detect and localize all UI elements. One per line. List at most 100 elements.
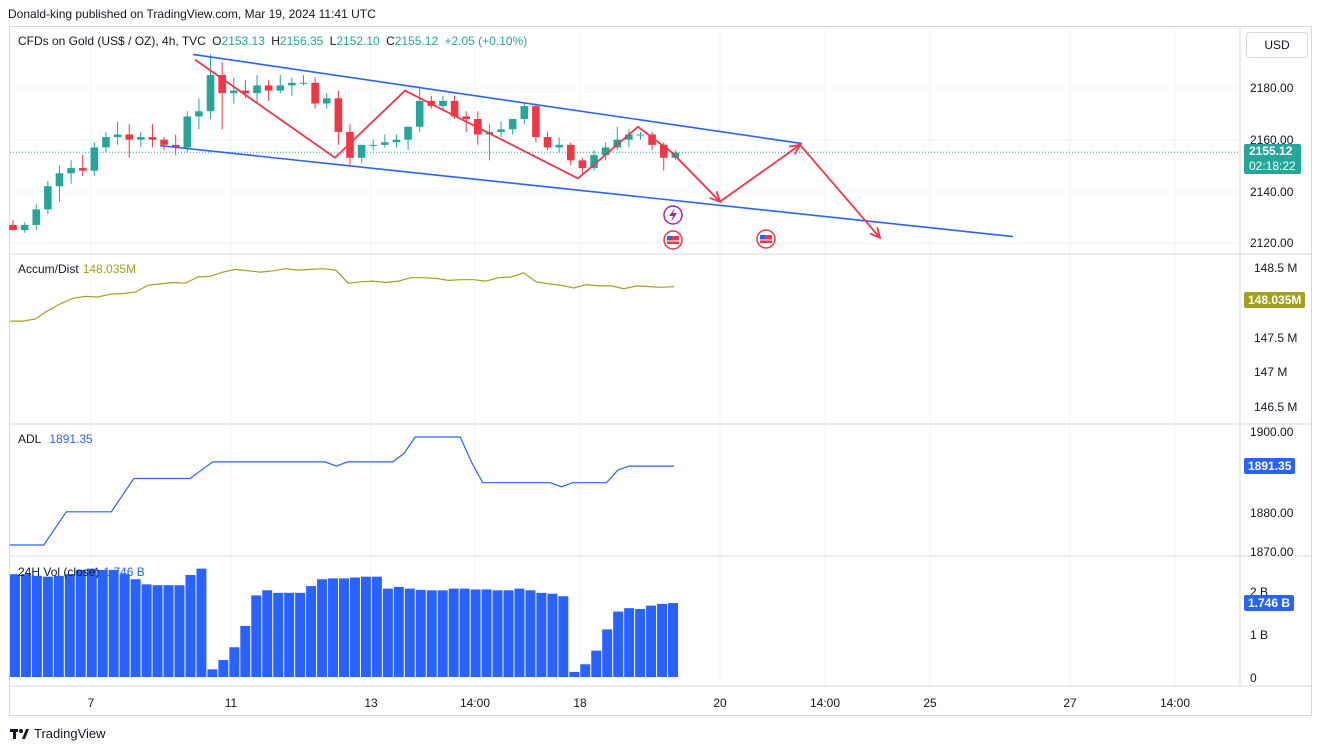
volume-bar: [196, 568, 207, 677]
volume-bar: [481, 589, 492, 677]
volume-bar: [547, 593, 558, 677]
volume-bar: [152, 585, 163, 677]
time-tick: 11: [224, 696, 238, 710]
volume-bar: [624, 608, 635, 677]
candle-body: [9, 224, 17, 231]
adl-label: ADL: [18, 432, 42, 446]
tradingview-logo[interactable]: TradingView: [10, 726, 106, 741]
volume-bar: [613, 611, 624, 677]
candle-body: [264, 85, 273, 91]
candle-body: [253, 85, 261, 94]
volume-bar: [185, 575, 196, 677]
candle-body: [322, 98, 331, 104]
candle-body: [590, 155, 598, 169]
adl-tick: 1900.00: [1250, 425, 1294, 439]
accum-tick: 146.5 M: [1254, 400, 1298, 414]
adl-badge: 1891.35: [1244, 458, 1296, 474]
pattern-arrow-head: [709, 190, 722, 204]
volume-legend[interactable]: 24H Vol (close) 1.746 B: [18, 565, 145, 579]
candle-body: [404, 126, 412, 140]
candle-body: [206, 75, 215, 112]
candle-body: [55, 173, 64, 187]
candle-body: [160, 139, 168, 145]
volume-bar: [163, 585, 174, 677]
price-tick: 2140.00: [1250, 185, 1294, 199]
volume-bar: [360, 576, 371, 677]
currency-button[interactable]: USD: [1246, 32, 1308, 58]
open-value: 2153.13: [221, 34, 265, 48]
volume-bar: [339, 578, 349, 677]
candle-body: [566, 144, 575, 161]
candle-body: [520, 106, 529, 119]
last-price: 2155.12: [1249, 144, 1293, 158]
candle-body: [44, 186, 52, 210]
volume-tick: 1 B: [1250, 628, 1269, 642]
accum-value: 148.035M: [82, 262, 137, 276]
candle-body: [497, 129, 505, 132]
last-price-badge: 2155.12 02:18:22: [1244, 144, 1301, 174]
candle-body: [392, 139, 401, 143]
volume-bar: [437, 590, 448, 677]
high-value: 2156.35: [279, 34, 324, 48]
pattern-zigzag: [194, 58, 881, 239]
accum-tick: 148.5 M: [1254, 261, 1298, 275]
symbol-legend[interactable]: CFDs on Gold (US$ / OZ), 4h, TVC O2153.1…: [18, 34, 530, 48]
volume-bar: [569, 671, 580, 677]
time-tick: 13: [364, 696, 378, 710]
candle-body: [20, 224, 29, 231]
time-tick: 18: [573, 696, 587, 710]
candle-body: [578, 160, 587, 169]
bar-countdown: 02:18:22: [1249, 159, 1296, 173]
change-value: +2.05 (+0.10%): [444, 34, 528, 48]
candle-body: [625, 134, 633, 140]
volume-bar: [53, 575, 64, 677]
candle-body: [218, 75, 226, 94]
price-tick: 2180.00: [1250, 81, 1294, 95]
volume-bar: [108, 569, 119, 677]
volume-bar: [382, 588, 393, 677]
pattern-arrow-head: [789, 143, 802, 155]
candle-body: [532, 106, 540, 138]
us-flag-icon: [756, 229, 776, 249]
volume-bar: [207, 669, 218, 677]
adl-legend[interactable]: ADL 1891.35: [18, 432, 93, 446]
accum-tick: 147.5 M: [1254, 331, 1298, 345]
tradingview-icon: [10, 728, 29, 739]
candle-series: [9, 54, 680, 233]
volume-bar: [580, 664, 591, 677]
low-label: L: [329, 34, 337, 48]
flag-body: [667, 236, 679, 244]
chart-frame: [9, 26, 1312, 716]
volume-bar: [273, 592, 284, 677]
candle-body: [462, 116, 470, 119]
symbol-title: CFDs on Gold (US$ / OZ), 4h, TVC: [18, 34, 206, 48]
volume-bar: [349, 577, 360, 677]
zigzag-pattern: [194, 58, 882, 240]
accum-badge: 148.035M: [1244, 292, 1306, 308]
candle-body: [241, 90, 250, 94]
volume-bar: [404, 588, 415, 677]
volume-bar: [558, 596, 569, 677]
candle-body: [648, 134, 656, 145]
volume-bar: [218, 660, 229, 677]
footer-brand: TradingView: [34, 726, 106, 741]
candle-body: [113, 134, 122, 138]
volume-bar: [317, 579, 328, 677]
volume-bar: [141, 584, 152, 677]
candle-body: [229, 90, 238, 94]
volume-bar: [20, 574, 31, 677]
time-tick: 27: [1063, 696, 1077, 710]
us-flag-icon: [663, 230, 683, 250]
volume-bar: [646, 605, 657, 677]
volume-tick: 0: [1250, 671, 1257, 685]
volume-bar: [31, 575, 42, 677]
lightning-icon: [663, 205, 683, 225]
price-tick: 2160.00: [1250, 133, 1294, 147]
candle-body: [381, 142, 389, 145]
candle-body: [311, 82, 319, 104]
adl-value: 1891.35: [49, 432, 93, 446]
volume-bar: [492, 590, 503, 677]
accum-legend[interactable]: Accum/Dist 148.035M: [18, 262, 136, 276]
volume-bar: [602, 629, 613, 677]
